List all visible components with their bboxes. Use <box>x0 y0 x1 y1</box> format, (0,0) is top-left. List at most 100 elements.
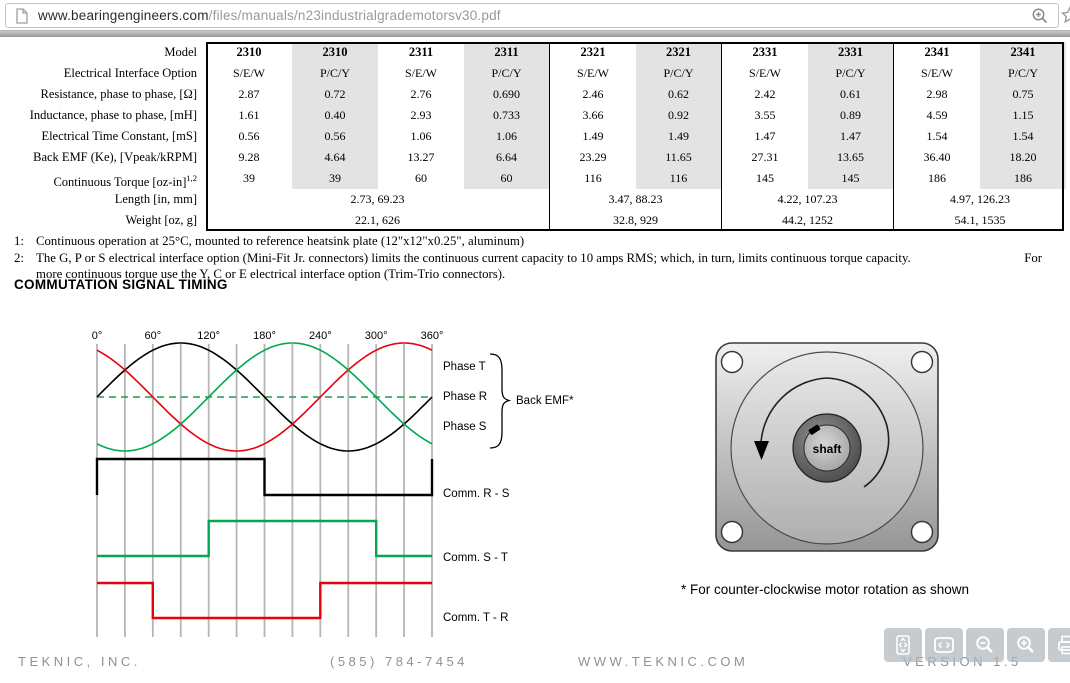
bolt-hole <box>720 350 744 374</box>
spec-cell: 116 <box>584 171 602 185</box>
url-bar[interactable]: www.bearingengineers.com/files/manuals/n… <box>5 3 1059 28</box>
spec-cell: 2341 <box>924 45 950 59</box>
spec-cell: P/C/Y <box>808 63 894 84</box>
print-icon <box>1058 635 1070 655</box>
length-cell: 4.22, 107.23 <box>722 189 894 210</box>
spec-cell: 0.62 <box>636 84 722 105</box>
sine-green <box>96 342 433 452</box>
pdf-viewer-controls <box>884 628 1070 662</box>
spec-cell: 2341 <box>980 42 1066 63</box>
spec-cell: 1.61 <box>238 108 260 122</box>
spec-cell: 18.20 <box>980 147 1066 168</box>
x-tick-label: 60° <box>145 330 162 342</box>
spec-cell: 0.690 <box>464 84 550 105</box>
page-zoom-icon[interactable] <box>1030 6 1050 26</box>
spec-cell: 0.56 <box>238 129 260 143</box>
footer-website: WWW.TEKNIC.COM <box>578 654 749 669</box>
weight-cell: 22.1, 626 <box>206 210 550 231</box>
footnote-number: 2: <box>14 250 24 265</box>
bookmark-star-icon[interactable] <box>1061 6 1070 24</box>
spec-cell: S/E/W <box>405 66 437 80</box>
spec-cell: 4.64 <box>292 147 378 168</box>
zoom-in-button[interactable] <box>1007 628 1045 662</box>
phase-label: Phase T <box>443 361 486 373</box>
rotation-arrow <box>760 377 890 488</box>
spec-cell: 2.87 <box>238 87 260 101</box>
spec-cell: 0.61 <box>808 84 894 105</box>
comm-signal-label: Comm. T - R <box>443 612 508 624</box>
zoom-in-icon <box>1017 636 1034 653</box>
spec-cell: 1.06 <box>410 129 432 143</box>
comm-signal <box>97 581 432 620</box>
x-tick-label: 120° <box>197 330 220 342</box>
spec-cell: 4.59 <box>926 108 948 122</box>
row-label: Back EMF (Ke), [Vpeak/kRPM] <box>33 150 197 164</box>
spec-cell: P/C/Y <box>636 63 722 84</box>
row-label: Continuous Torque [oz-in]1,2 <box>53 173 197 190</box>
footnote-2: 2: The G, P or S electrical interface op… <box>14 250 1056 267</box>
spec-cell: 3.66 <box>582 108 604 122</box>
weight-cell: 32.8, 929 <box>550 210 722 231</box>
spec-cell: 0.92 <box>636 105 722 126</box>
footnote-1: 1: Continuous operation at 25°C, mounted… <box>14 233 1056 250</box>
spec-cell: 186 <box>928 171 946 185</box>
spec-cell: 2311 <box>408 45 434 59</box>
print-button[interactable] <box>1048 628 1070 662</box>
weight-cell: 54.1, 1535 <box>954 213 1006 227</box>
spec-cell: 9.28 <box>238 150 260 164</box>
spec-cell: P/C/Y <box>292 63 378 84</box>
spec-cell: 1.15 <box>980 105 1066 126</box>
footnote-text: For <box>1024 250 1042 265</box>
spec-cell: 145 <box>756 171 774 185</box>
x-tick-label: 180° <box>253 330 276 342</box>
spec-cell: 186 <box>980 168 1066 189</box>
spec-cell: 1.47 <box>808 126 894 147</box>
spec-cell: 2.42 <box>754 87 776 101</box>
spec-cell: 0.72 <box>292 84 378 105</box>
bolt-hole <box>910 520 934 544</box>
x-tick-label: 240° <box>309 330 332 342</box>
back-emf-label: Back EMF* <box>516 395 574 407</box>
x-tick-label: 360° <box>421 330 444 342</box>
commutation-timing-chart: 0° 60° 120° 180° 240° 300° 360° Comm. R - S Comm… <box>92 330 574 637</box>
section-title: COMMUTATION SIGNAL TIMING <box>14 277 228 292</box>
spec-cell: 11.65 <box>636 147 722 168</box>
row-label: Weight [oz, g] <box>125 213 197 227</box>
rotation-arrowhead <box>754 441 769 460</box>
spec-cell: 2321 <box>636 42 722 63</box>
footer-phone: (585) 784-7454 <box>330 654 468 669</box>
spec-cell: 116 <box>636 168 722 189</box>
fit-page-button[interactable] <box>884 628 922 662</box>
zoom-out-button[interactable] <box>966 628 1004 662</box>
motor-face-figure: shaft <box>715 342 939 552</box>
spec-cell: 36.40 <box>923 150 951 164</box>
spec-cell: 0.40 <box>292 105 378 126</box>
footnote-2-continued: more continuous torque use the Y, C or E… <box>36 267 506 281</box>
bolt-hole <box>720 520 744 544</box>
length-cell: 2.73, 69.23 <box>206 189 550 210</box>
length-cell: 4.97, 126.23 <box>950 192 1010 206</box>
spec-cell: P/C/Y <box>464 63 550 84</box>
phase-label: Phase R <box>443 391 487 403</box>
spec-cell: 0.89 <box>808 105 894 126</box>
spec-cell: 39 <box>292 168 378 189</box>
url-path: /files/manuals/n23industrialgrademotorsv… <box>208 8 501 23</box>
spec-cell: 0.75 <box>980 84 1066 105</box>
spec-cell: 0.56 <box>292 126 378 147</box>
spec-cell: 2.76 <box>410 87 432 101</box>
motor-spec-table: Model Electrical Interface Option Resistan… <box>0 42 1066 231</box>
spec-cell: 60 <box>415 171 427 185</box>
fit-width-icon <box>934 637 954 653</box>
row-label: Electrical Interface Option <box>63 66 197 80</box>
fit-width-button[interactable] <box>925 628 963 662</box>
spec-cell: 1.49 <box>636 126 722 147</box>
footnote-text: The G, P or S electrical interface optio… <box>36 250 911 265</box>
spec-cell: 145 <box>808 168 894 189</box>
spec-cell: 0.733 <box>464 105 550 126</box>
brace <box>489 353 512 449</box>
shaft-label: shaft <box>813 442 842 456</box>
spec-cell: S/E/W <box>749 66 781 80</box>
spec-cell: S/E/W <box>233 66 265 80</box>
sine-red <box>96 342 433 452</box>
length-cell: 3.47, 88.23 <box>550 189 722 210</box>
